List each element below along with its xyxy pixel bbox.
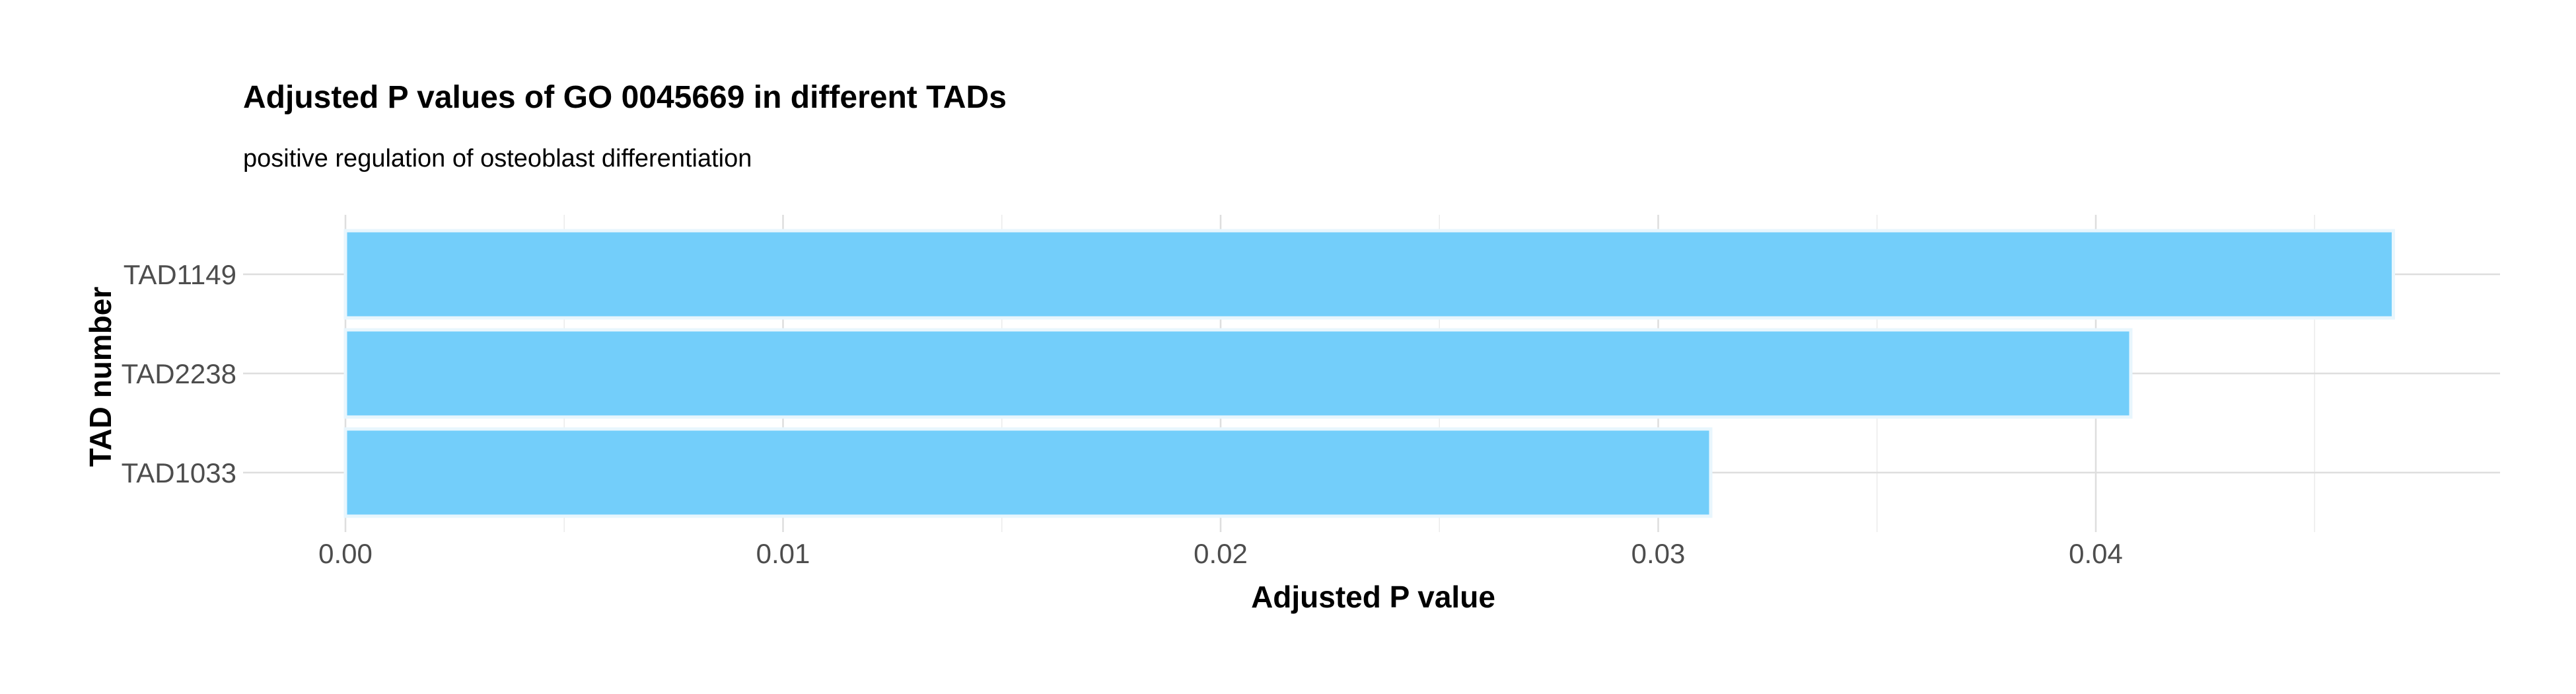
bar-tad1149: [343, 229, 2395, 320]
bars: [343, 229, 2395, 518]
x-axis-ticks: 0.00 0.01 0.02 0.03 0.04: [318, 538, 2123, 569]
y-tick-label: TAD1149: [124, 259, 236, 290]
x-tick-label: 0.04: [2069, 538, 2123, 569]
y-axis-title: TAD number: [83, 287, 118, 467]
y-axis-ticks: TAD1149 TAD2238 TAD1033: [122, 259, 236, 488]
x-tick-label: 0.02: [1194, 538, 1248, 569]
bar-tad1033: [343, 427, 1713, 518]
bar-tad2238: [343, 328, 2133, 419]
x-tick-label: 0.00: [318, 538, 373, 569]
x-tick-label: 0.01: [756, 538, 810, 569]
x-axis-title: Adjusted P value: [1251, 580, 1495, 614]
y-tick-label: TAD1033: [122, 457, 236, 488]
y-tick-label: TAD2238: [122, 358, 236, 389]
x-tick-label: 0.03: [1631, 538, 1686, 569]
chart-title: Adjusted P values of GO 0045669 in diffe…: [243, 80, 1007, 115]
chart-subtitle: positive regulation of osteoblast differ…: [243, 145, 752, 173]
